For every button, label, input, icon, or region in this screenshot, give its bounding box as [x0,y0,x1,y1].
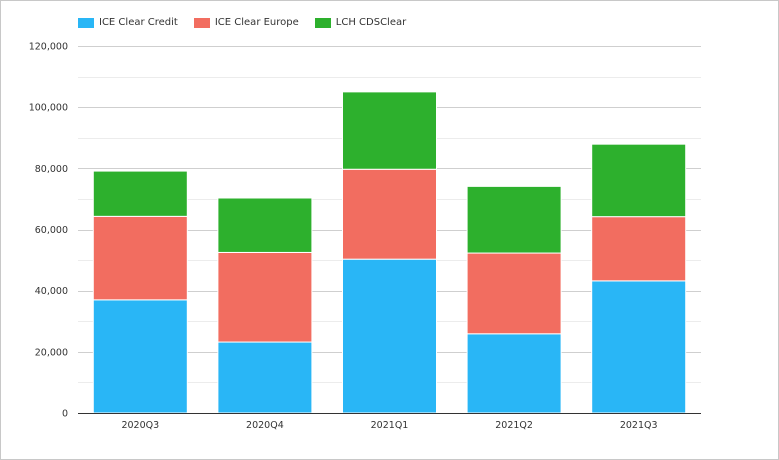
bar-2020Q4-lch-cdsclear[interactable] [217,197,313,253]
legend-item-ice-clear-credit[interactable]: ICE Clear Credit [78,17,178,28]
bar-2020Q3-ice-clear-credit[interactable] [92,299,188,414]
legend-swatch-ice-clear-europe [193,17,210,28]
legend-item-lch-cdsclear[interactable]: LCH CDSClear [314,17,407,28]
bar-2020Q3-ice-clear-europe[interactable] [92,215,188,301]
x-tick-label: 2020Q3 [121,420,159,431]
y-tick-label: 60,000 [35,225,68,236]
y-tick-label: 100,000 [29,103,68,114]
y-tick-label: 80,000 [35,164,68,175]
legend-swatch-ice-clear-credit [78,17,94,28]
bar-2020Q4-ice-clear-credit[interactable] [217,341,313,414]
y-tick-label: 0 [62,409,68,420]
legend-label-ice-clear-credit: ICE Clear Credit [99,17,178,28]
bar-2021Q1-ice-clear-europe[interactable] [342,168,437,260]
bar-2021Q1-lch-cdsclear[interactable] [342,91,437,170]
x-tick-label: 2020Q4 [246,420,284,431]
y-axis-tick-labels: 0 20,000 40,000 60,000 80,000 100,000 120,000 [29,42,68,420]
x-axis-tick-labels: 2020Q3 2020Q4 2021Q1 2021Q2 2021Q3 [121,420,657,431]
legend: ICE Clear Credit ICE Clear Europe LCH CD… [78,17,422,28]
y-tick-label: 40,000 [35,286,68,297]
bar-2020Q4-ice-clear-europe[interactable] [217,251,313,343]
bar-2021Q3-ice-clear-credit[interactable] [591,280,687,414]
legend-label-ice-clear-europe: ICE Clear Europe [214,17,299,28]
bar-2020Q3-lch-cdsclear[interactable] [92,170,188,217]
x-tick-label: 2021Q3 [620,420,658,431]
y-tick-label: 120,000 [29,42,68,53]
bar-2021Q1-ice-clear-credit[interactable] [342,258,437,414]
legend-swatch-lch-cdsclear [314,17,331,28]
bar-2021Q2-ice-clear-europe[interactable] [466,252,562,335]
bar-2021Q3-lch-cdsclear[interactable] [591,143,687,218]
legend-label-lch-cdsclear: LCH CDSClear [335,17,407,28]
y-tick-label: 20,000 [35,347,68,358]
x-tick-label: 2021Q2 [495,420,533,431]
bar-2021Q2-lch-cdsclear[interactable] [466,185,562,254]
bars [92,91,687,414]
legend-item-ice-clear-europe[interactable]: ICE Clear Europe [193,17,299,28]
bar-2021Q2-ice-clear-credit[interactable] [466,333,562,414]
bar-2021Q3-ice-clear-europe[interactable] [591,216,687,282]
x-tick-label: 2021Q1 [371,420,409,431]
